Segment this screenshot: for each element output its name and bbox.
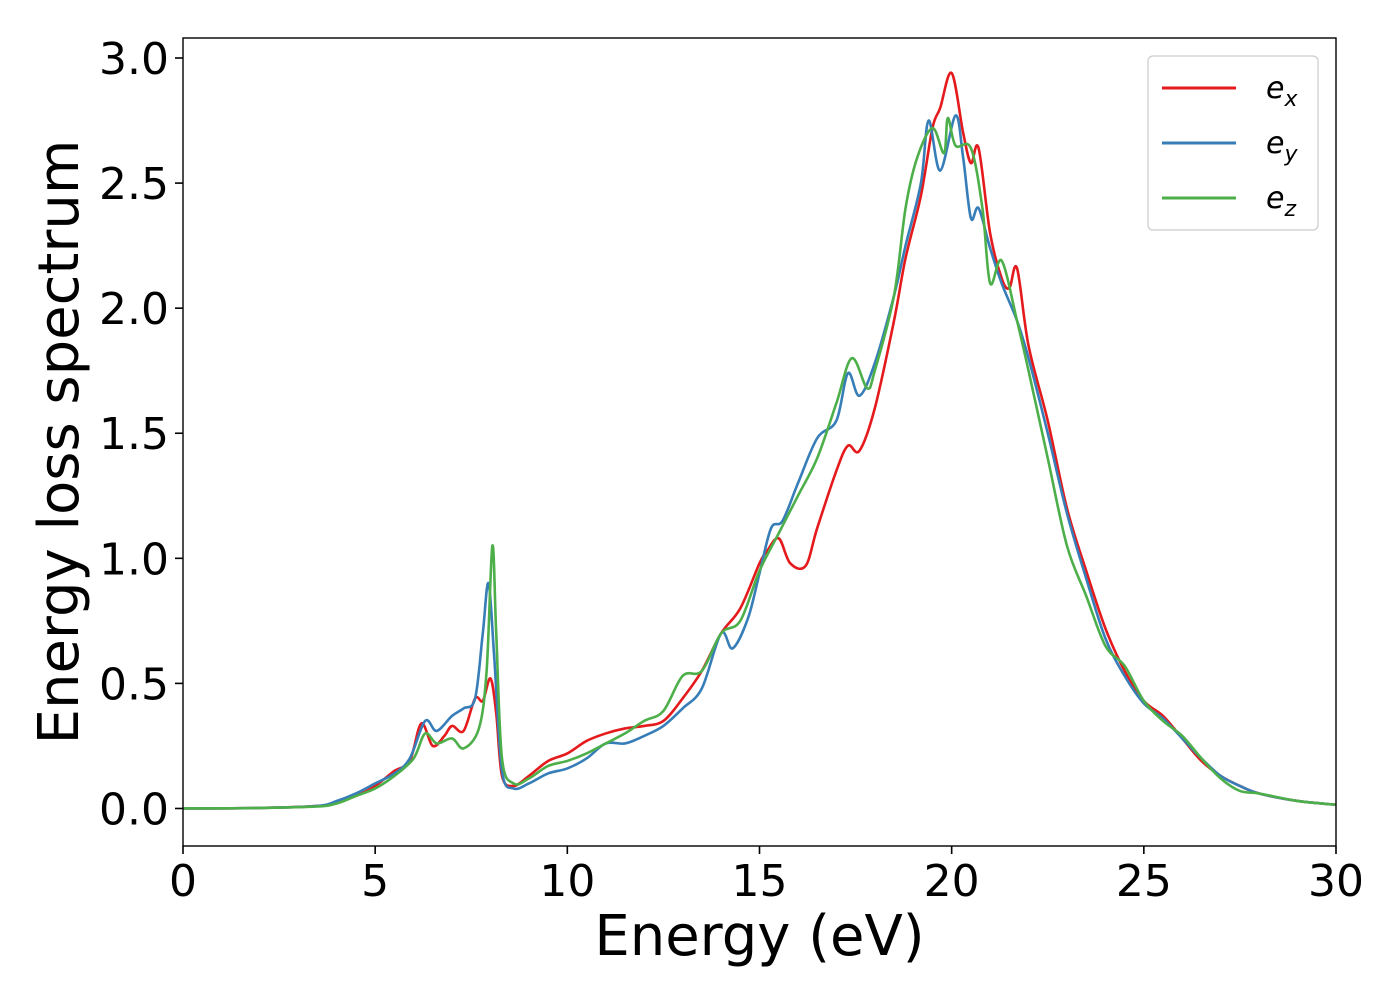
y-tick-label: 0.5 <box>99 659 169 710</box>
x-tick-label: 20 <box>924 856 980 907</box>
y-tick-label: 3.0 <box>99 34 169 85</box>
x-tick-label: 5 <box>361 856 389 907</box>
y-tick-label: 0.0 <box>99 784 169 835</box>
x-tick-label: 10 <box>539 856 595 907</box>
axes: 0 5 10 15 20 25 30 0.0 0.5 1.0 1.5 2.0 2.5 3.0 <box>99 34 1364 907</box>
y-tick-label: 2.0 <box>99 284 169 335</box>
x-tick-label: 30 <box>1308 856 1364 907</box>
y-tick-label: 1.0 <box>99 534 169 585</box>
x-axis-title: Energy (eV) <box>594 904 924 969</box>
y-axis-title: Energy loss spectrum <box>27 140 92 745</box>
series-line-z <box>183 116 1336 810</box>
series-line-y <box>183 114 1336 810</box>
plot-area <box>183 71 1336 810</box>
series-line-x <box>183 71 1336 810</box>
x-tick-label: 0 <box>169 856 197 907</box>
x-tick-label: 25 <box>1116 856 1172 907</box>
x-tick-label: 15 <box>732 856 788 907</box>
y-tick-label: 2.5 <box>99 159 169 210</box>
y-tick-label: 1.5 <box>99 409 169 460</box>
